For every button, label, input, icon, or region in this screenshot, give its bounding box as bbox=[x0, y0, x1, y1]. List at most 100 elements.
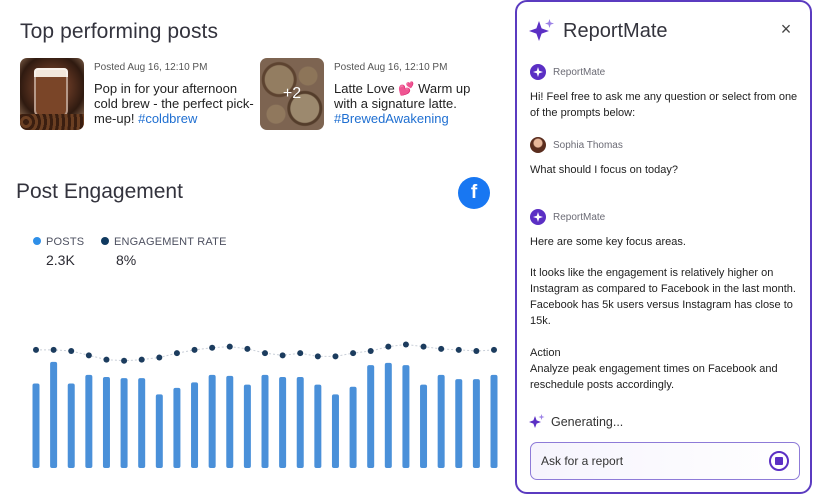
posts-bar[interactable] bbox=[314, 384, 322, 468]
engagement-rate-point[interactable] bbox=[121, 357, 128, 364]
posts-bar[interactable] bbox=[437, 374, 445, 468]
post-text: Latte Love 💕 Warm up with a signature la… bbox=[334, 81, 471, 111]
posts-bar[interactable] bbox=[138, 378, 146, 468]
message-intro: Here are some key focus areas. bbox=[530, 236, 686, 248]
engagement-rate-point[interactable] bbox=[473, 348, 480, 354]
engagement-chart bbox=[32, 341, 498, 469]
posts-bar[interactable] bbox=[402, 365, 410, 468]
ask-input-container bbox=[530, 442, 800, 480]
top-post-card[interactable]: Posted Aug 16, 12:10 PM Pop in for your … bbox=[20, 58, 254, 130]
legend-label: ENGAGEMENT RATE bbox=[114, 236, 227, 248]
posts-value: 2.3K bbox=[46, 252, 75, 268]
legend-dot bbox=[101, 237, 109, 245]
posts-bar[interactable] bbox=[455, 379, 463, 468]
posts-bar[interactable] bbox=[490, 374, 498, 468]
engagement-rate-point[interactable] bbox=[226, 343, 233, 350]
engagement-rate-point[interactable] bbox=[279, 352, 286, 359]
posts-bar[interactable] bbox=[331, 394, 339, 468]
action-text: Analyze peak engagement times on Faceboo… bbox=[530, 363, 778, 391]
reportmate-avatar-icon bbox=[530, 64, 546, 80]
engagement-rate-point[interactable] bbox=[156, 354, 163, 361]
engagement-rate-point[interactable] bbox=[385, 343, 392, 350]
legend-engagement-rate: ENGAGEMENT RATE bbox=[101, 236, 227, 248]
status-text: Generating... bbox=[551, 415, 624, 429]
posts-bar[interactable] bbox=[349, 386, 357, 468]
engagement-rate-point[interactable] bbox=[244, 345, 251, 352]
engagement-rate-point[interactable] bbox=[350, 350, 357, 357]
hashtag-link[interactable]: #coldbrew bbox=[138, 111, 198, 126]
top-post-card[interactable]: +2 Posted Aug 16, 12:10 PM Latte Love 💕 … bbox=[260, 58, 494, 130]
panel-title: ReportMate bbox=[563, 19, 668, 42]
posts-bar[interactable] bbox=[32, 383, 40, 469]
panel-header: ReportMate bbox=[529, 18, 668, 44]
message-header: Sophia Thomas bbox=[530, 137, 623, 153]
posts-bar[interactable] bbox=[226, 375, 234, 468]
posts-bar[interactable] bbox=[173, 387, 181, 468]
user-avatar bbox=[530, 137, 546, 153]
posts-bar[interactable] bbox=[420, 384, 428, 468]
more-images-count: +2 bbox=[260, 58, 324, 130]
post-caption: Latte Love 💕 Warm up with a signature la… bbox=[334, 81, 494, 126]
post-date: Posted Aug 16, 12:10 PM bbox=[94, 62, 208, 73]
sparkle-icon bbox=[529, 19, 554, 41]
posts-bar[interactable] bbox=[120, 378, 128, 468]
engagement-rate-point[interactable] bbox=[332, 353, 339, 360]
engagement-rate-point[interactable] bbox=[103, 356, 110, 363]
posts-bar[interactable] bbox=[384, 362, 392, 468]
engagement-rate-point[interactable] bbox=[209, 344, 216, 351]
engagement-rate-point[interactable] bbox=[491, 346, 497, 353]
legend-label: POSTS bbox=[46, 236, 85, 248]
posts-bar[interactable] bbox=[261, 374, 269, 468]
legend-posts: POSTS bbox=[33, 236, 84, 248]
posts-bar[interactable] bbox=[85, 374, 93, 468]
posts-bar[interactable] bbox=[155, 394, 163, 468]
engagement-rate-value: 8% bbox=[116, 252, 137, 268]
engagement-rate-point[interactable] bbox=[262, 350, 268, 357]
message-text: What should I focus on today? bbox=[530, 164, 678, 176]
post-date: Posted Aug 16, 12:10 PM bbox=[334, 62, 448, 73]
posts-bar[interactable] bbox=[279, 377, 287, 468]
stop-generating-button[interactable] bbox=[769, 451, 789, 471]
posts-bar[interactable] bbox=[191, 382, 199, 468]
post-caption: Pop in for your afternoon cold brew - th… bbox=[94, 81, 254, 126]
posts-bar[interactable] bbox=[67, 383, 75, 469]
posts-bar[interactable] bbox=[243, 384, 251, 468]
legend-dot bbox=[33, 237, 41, 245]
sender-name: ReportMate bbox=[553, 66, 606, 78]
iced-coffee-photo[interactable] bbox=[20, 58, 84, 130]
engagement-title: Post Engagement bbox=[16, 180, 183, 203]
engagement-rate-point[interactable] bbox=[455, 346, 462, 353]
engagement-rate-point[interactable] bbox=[297, 350, 304, 357]
posts-bar[interactable] bbox=[102, 377, 110, 468]
engagement-rate-point[interactable] bbox=[402, 341, 409, 348]
ask-report-input[interactable] bbox=[541, 454, 741, 468]
engagement-rate-point[interactable] bbox=[367, 348, 374, 354]
facebook-icon[interactable]: f bbox=[458, 177, 490, 209]
message-header: ReportMate bbox=[530, 64, 605, 80]
posts-bar[interactable] bbox=[208, 374, 216, 468]
posts-bar[interactable] bbox=[472, 379, 480, 468]
engagement-rate-point[interactable] bbox=[191, 346, 198, 353]
hashtag-link[interactable]: #BrewedAwakening bbox=[334, 111, 449, 126]
engagement-rate-point[interactable] bbox=[85, 352, 92, 359]
latte-art-photo[interactable]: +2 bbox=[260, 58, 324, 130]
reportmate-avatar-icon bbox=[530, 209, 546, 225]
engagement-rate-point[interactable] bbox=[438, 345, 445, 352]
engagement-rate-point[interactable] bbox=[68, 348, 75, 354]
posts-bar[interactable] bbox=[367, 365, 375, 468]
close-button[interactable]: × bbox=[780, 19, 792, 39]
engagement-rate-point[interactable] bbox=[420, 343, 427, 350]
engagement-rate-point[interactable] bbox=[138, 356, 145, 363]
posts-bar[interactable] bbox=[50, 361, 58, 468]
sparkle-icon bbox=[529, 414, 545, 428]
stop-icon bbox=[775, 457, 783, 465]
sender-name: Sophia Thomas bbox=[553, 139, 623, 151]
engagement-rate-point[interactable] bbox=[33, 346, 39, 353]
engagement-rate-point[interactable] bbox=[50, 346, 57, 353]
engagement-rate-point[interactable] bbox=[314, 353, 321, 360]
engagement-rate-point[interactable] bbox=[173, 350, 180, 357]
top-posts-title: Top performing posts bbox=[20, 20, 219, 43]
generating-status: Generating... bbox=[529, 414, 623, 430]
posts-bar[interactable] bbox=[296, 377, 304, 468]
reportmate-panel: ReportMate × ReportMate Hi! Feel free to… bbox=[515, 0, 812, 494]
